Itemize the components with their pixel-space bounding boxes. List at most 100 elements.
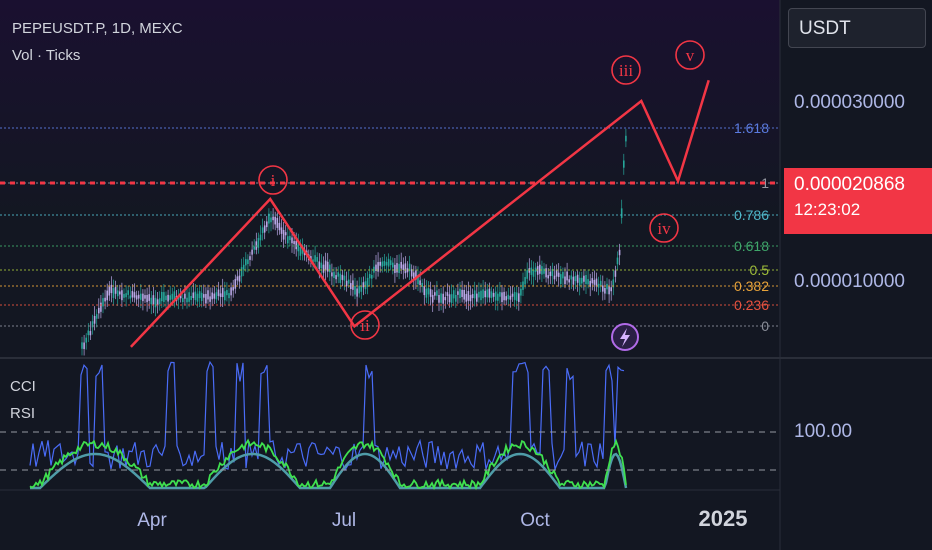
candle-body: [444, 297, 447, 301]
candle-body: [383, 260, 386, 266]
candle-body: [98, 307, 100, 314]
symbol-title: PEPEUSDT.P, 1D, MEXC: [12, 20, 183, 37]
candle-body: [310, 256, 312, 261]
candle-body: [608, 286, 610, 295]
candle-body: [532, 269, 535, 277]
candle-body: [522, 281, 524, 290]
volume-legend: Vol · Ticks: [12, 47, 81, 64]
candle-body: [274, 216, 276, 225]
candle-body: [452, 290, 455, 299]
candle-body: [196, 293, 199, 302]
candle-body: [261, 227, 264, 234]
candle-body: [587, 279, 589, 285]
candle-body: [576, 274, 579, 283]
candle-body: [121, 290, 123, 301]
candle-body: [339, 273, 342, 283]
candle-body: [137, 294, 140, 299]
candle-body: [570, 275, 573, 280]
current-price-value: 0.000020868: [794, 174, 905, 195]
candle-body: [242, 264, 245, 270]
candle-body: [198, 291, 201, 299]
candle-body: [253, 246, 255, 250]
candle-body: [142, 293, 144, 302]
candle-body: [161, 291, 163, 302]
candle-body: [606, 283, 608, 290]
candle-body: [251, 249, 253, 255]
currency-dropdown[interactable]: USDT: [788, 8, 926, 48]
candle-body: [284, 232, 287, 236]
price-axis-label-high: 0.000030000: [794, 92, 905, 113]
candle-body: [140, 293, 142, 300]
candle-body: [457, 291, 459, 295]
candle-body: [209, 296, 211, 302]
candle-body: [429, 289, 432, 297]
candle-body: [331, 272, 333, 277]
candle-body: [95, 314, 98, 319]
wave-label-iv: iv: [657, 219, 671, 238]
candle-body: [270, 217, 272, 223]
candle-body: [503, 291, 505, 301]
candle-body: [144, 295, 146, 299]
candle-body: [83, 342, 85, 350]
candle-body: [497, 293, 499, 301]
candle-body: [448, 294, 451, 303]
candle-body: [620, 208, 623, 218]
candle-body: [200, 292, 203, 302]
candle-body: [293, 241, 295, 245]
candle-body: [104, 297, 106, 302]
candle-body: [402, 264, 405, 270]
candle-body: [278, 222, 281, 231]
candle-body: [408, 263, 411, 272]
candle-body: [289, 235, 291, 241]
candle-body: [480, 290, 482, 301]
candle-body: [364, 281, 367, 290]
candle-body: [276, 217, 279, 228]
candle-body: [232, 287, 234, 291]
candle-body: [490, 291, 493, 299]
candle-body: [406, 268, 409, 273]
candle-body: [188, 292, 190, 302]
candle-body: [501, 292, 503, 303]
candle-body: [329, 264, 331, 273]
candle-body: [358, 285, 360, 294]
fib-label: 0: [761, 318, 769, 334]
candle-body: [499, 291, 501, 297]
candle-body: [91, 321, 94, 328]
candle-body: [247, 259, 249, 264]
candle-body: [268, 213, 270, 224]
candle-body: [484, 290, 486, 298]
rsi-label: RSI: [10, 405, 36, 422]
candle-body: [282, 229, 285, 240]
candle-body: [618, 249, 621, 256]
candle-body: [106, 290, 108, 301]
candle-body: [530, 267, 533, 275]
candle-body: [465, 293, 468, 302]
candle-body: [150, 297, 153, 305]
candle-body: [492, 292, 495, 297]
candle-body: [602, 285, 604, 292]
candle-body: [362, 282, 365, 288]
candle-body: [473, 290, 476, 299]
candle-body: [450, 294, 453, 303]
candle-body: [190, 295, 192, 300]
candle-body: [366, 277, 369, 287]
candle-body: [350, 283, 352, 290]
candle-body: [375, 264, 377, 272]
candle-body: [324, 260, 327, 271]
candle-body: [549, 271, 552, 277]
candle-body: [219, 293, 222, 297]
candle-body: [257, 238, 260, 248]
candle-body: [333, 271, 335, 279]
candle-body: [623, 160, 625, 168]
candle-body: [595, 278, 598, 287]
candle-body: [551, 268, 554, 277]
candle-body: [356, 288, 358, 297]
candle-body: [463, 289, 465, 300]
candle-body: [114, 286, 117, 294]
candle-body: [417, 275, 419, 285]
candle-body: [421, 282, 423, 287]
candle-body: [371, 275, 373, 279]
candle-body: [389, 260, 392, 266]
